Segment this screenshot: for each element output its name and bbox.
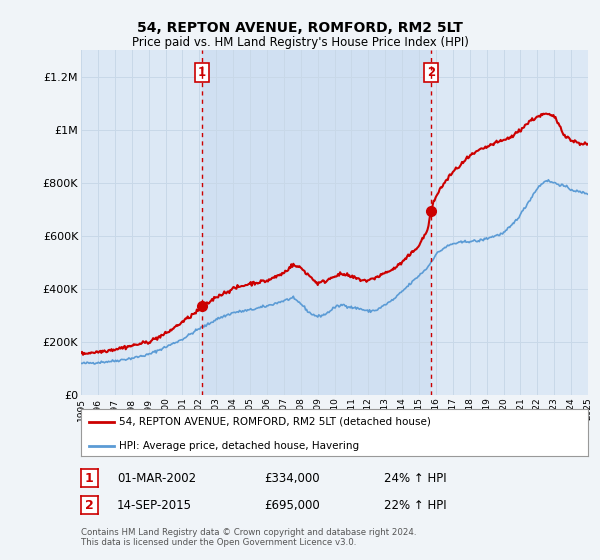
Text: £695,000: £695,000 — [264, 498, 320, 512]
Text: 22% ↑ HPI: 22% ↑ HPI — [384, 498, 446, 512]
Text: 2: 2 — [85, 498, 94, 512]
Text: HPI: Average price, detached house, Havering: HPI: Average price, detached house, Have… — [119, 441, 359, 451]
Bar — [202, 50, 431, 395]
Text: 54, REPTON AVENUE, ROMFORD, RM2 5LT: 54, REPTON AVENUE, ROMFORD, RM2 5LT — [137, 21, 463, 35]
Text: 2: 2 — [427, 66, 435, 79]
Text: 24% ↑ HPI: 24% ↑ HPI — [384, 472, 446, 485]
Text: 14-SEP-2015: 14-SEP-2015 — [117, 498, 192, 512]
Text: £334,000: £334,000 — [264, 472, 320, 485]
Text: Price paid vs. HM Land Registry's House Price Index (HPI): Price paid vs. HM Land Registry's House … — [131, 36, 469, 49]
Text: Contains HM Land Registry data © Crown copyright and database right 2024.
This d: Contains HM Land Registry data © Crown c… — [81, 528, 416, 547]
Text: 01-MAR-2002: 01-MAR-2002 — [117, 472, 196, 485]
Text: 1: 1 — [198, 66, 206, 79]
Text: 1: 1 — [85, 472, 94, 485]
Text: 54, REPTON AVENUE, ROMFORD, RM2 5LT (detached house): 54, REPTON AVENUE, ROMFORD, RM2 5LT (det… — [119, 417, 431, 427]
